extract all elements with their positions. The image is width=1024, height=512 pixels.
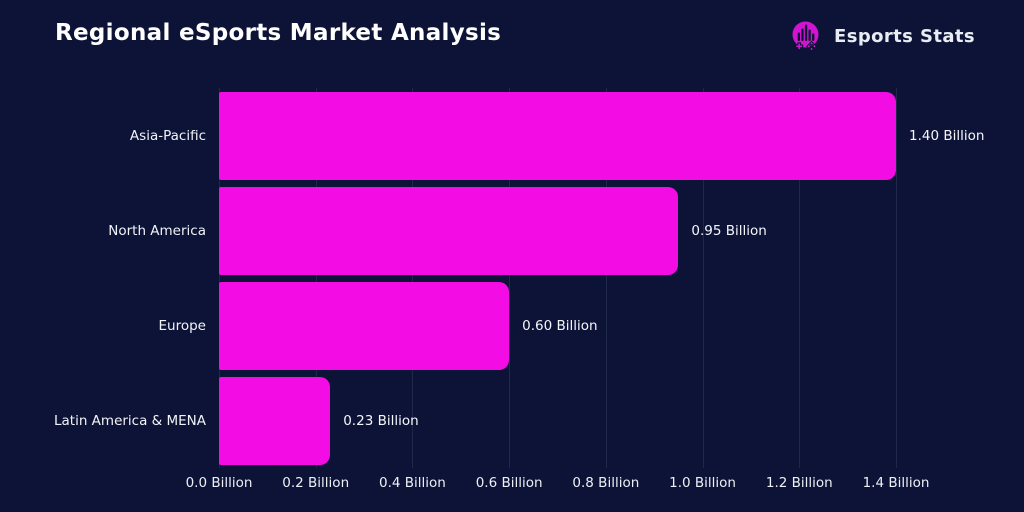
gridline bbox=[219, 88, 220, 468]
bar-track: 0.95 Billion bbox=[219, 186, 1024, 275]
x-tick-label: 1.4 Billion bbox=[862, 475, 930, 491]
value-label: 1.40 Billion bbox=[909, 127, 985, 144]
x-tick-label: 1.2 Billion bbox=[765, 475, 833, 491]
brand-logo: Esports Stats bbox=[788, 19, 975, 54]
page-title: Regional eSports Market Analysis bbox=[55, 20, 502, 46]
gridline bbox=[315, 88, 317, 468]
gridline bbox=[605, 88, 607, 468]
bar-track: 1.40 Billion bbox=[219, 91, 1024, 180]
category-label: Asia-Pacific bbox=[129, 127, 206, 144]
x-tick-label: 0.8 Billion bbox=[572, 475, 640, 491]
bar bbox=[219, 281, 510, 370]
bar-row: Latin America & MENA 0.23 Billion bbox=[0, 373, 1024, 468]
button-diamonds-shape bbox=[806, 40, 818, 52]
category-label: Latin America & MENA bbox=[54, 412, 206, 429]
x-tick-label: 0.6 Billion bbox=[475, 475, 543, 491]
dpad-plus-shape bbox=[795, 42, 804, 51]
value-label: 0.23 Billion bbox=[343, 412, 419, 429]
x-tick-label: 0.2 Billion bbox=[282, 475, 350, 491]
bar-row: Asia-Pacific 1.40 Billion bbox=[0, 88, 1024, 183]
gridline bbox=[702, 88, 704, 468]
gridline bbox=[896, 88, 897, 468]
x-tick-label: 1.0 Billion bbox=[669, 475, 736, 491]
bar-chart: Asia-Pacific 1.40 Billion North America 0.9… bbox=[0, 88, 1024, 500]
bar-track: 0.23 Billion bbox=[219, 376, 1024, 465]
grid-layer bbox=[219, 88, 897, 468]
gridline bbox=[412, 88, 414, 468]
gridline bbox=[799, 88, 801, 468]
category-label: North America bbox=[108, 222, 206, 239]
bar bbox=[219, 376, 331, 465]
bar bbox=[219, 186, 679, 275]
value-label: 0.95 Billion bbox=[691, 222, 767, 239]
value-label: 0.60 Billion bbox=[522, 317, 598, 334]
brand-name: Esports Stats bbox=[834, 26, 975, 47]
bar-track: 0.60 Billion bbox=[219, 281, 1024, 370]
bar-row: North America 0.95 Billion bbox=[0, 183, 1024, 278]
x-axis: 0.0 Billion 0.2 Billion 0.4 Billion 0.6 Bil… bbox=[186, 468, 930, 500]
bar bbox=[219, 91, 896, 180]
rows-layer: Asia-Pacific 1.40 Billion North America 0.9… bbox=[0, 88, 1024, 468]
bar-row: Europe 0.60 Billion bbox=[0, 278, 1024, 373]
gridline bbox=[509, 88, 511, 468]
x-tick-label: 0.4 Billion bbox=[379, 475, 446, 491]
category-label: Europe bbox=[158, 317, 206, 334]
x-tick-label: 0.0 Billion bbox=[185, 475, 253, 491]
bar-chart-gamepad-icon bbox=[792, 21, 819, 52]
